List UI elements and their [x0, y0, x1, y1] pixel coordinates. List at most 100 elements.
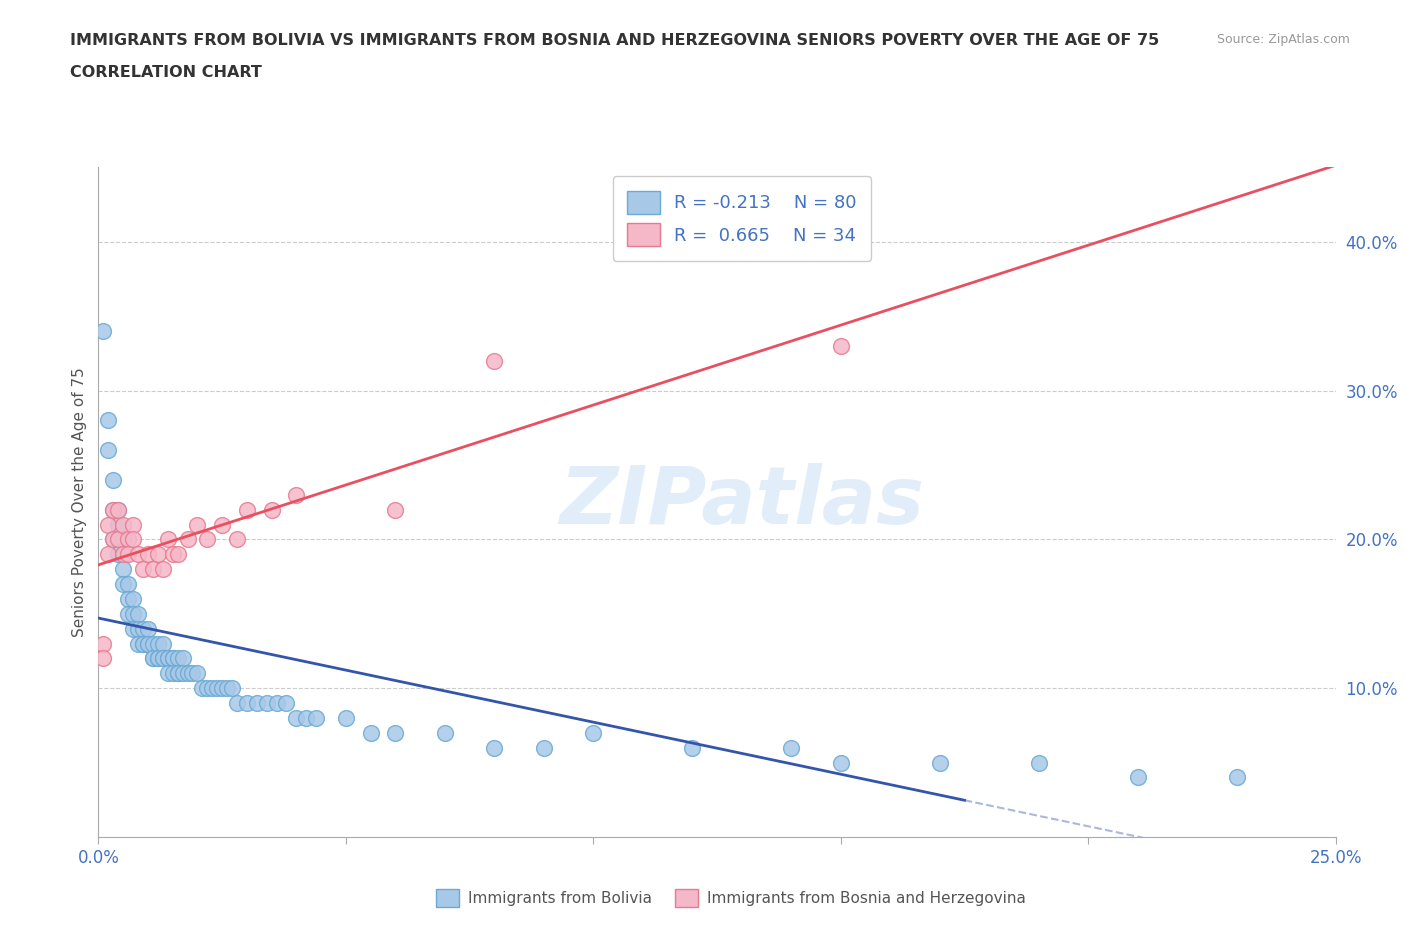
- Point: [107, 502, 129, 517]
- Point: [236, 502, 259, 517]
- Point: [176, 532, 198, 547]
- Point: [533, 740, 555, 755]
- Point: [112, 532, 135, 547]
- Point: [122, 517, 145, 532]
- Point: [285, 711, 308, 725]
- Point: [246, 696, 269, 711]
- Point: [122, 532, 145, 547]
- Point: [162, 547, 184, 562]
- Point: [117, 577, 139, 591]
- Point: [217, 681, 239, 696]
- Point: [117, 606, 139, 621]
- Point: [146, 651, 169, 666]
- Point: [582, 725, 605, 740]
- Point: [112, 517, 135, 532]
- Point: [484, 740, 506, 755]
- Point: [211, 517, 233, 532]
- Point: [181, 666, 204, 681]
- Point: [211, 681, 233, 696]
- Text: ZIPatlas: ZIPatlas: [560, 463, 924, 541]
- Point: [132, 636, 155, 651]
- Point: [127, 547, 149, 562]
- Point: [681, 740, 703, 755]
- Point: [166, 666, 188, 681]
- Point: [166, 547, 188, 562]
- Point: [780, 740, 803, 755]
- Point: [136, 636, 159, 651]
- Point: [195, 681, 218, 696]
- Point: [136, 621, 159, 636]
- Point: [93, 636, 115, 651]
- Point: [156, 666, 179, 681]
- Point: [122, 621, 145, 636]
- Point: [830, 755, 852, 770]
- Point: [156, 651, 179, 666]
- Point: [156, 532, 179, 547]
- Point: [132, 562, 155, 577]
- Point: [162, 651, 184, 666]
- Point: [127, 636, 149, 651]
- Point: [103, 502, 125, 517]
- Point: [103, 472, 125, 487]
- Point: [295, 711, 318, 725]
- Point: [97, 517, 120, 532]
- Point: [107, 547, 129, 562]
- Point: [103, 532, 125, 547]
- Point: [166, 666, 188, 681]
- Point: [112, 562, 135, 577]
- Point: [285, 487, 308, 502]
- Point: [195, 532, 218, 547]
- Point: [256, 696, 278, 711]
- Point: [221, 681, 243, 696]
- Point: [117, 547, 139, 562]
- Point: [830, 339, 852, 353]
- Legend: Immigrants from Bolivia, Immigrants from Bosnia and Herzegovina: Immigrants from Bolivia, Immigrants from…: [430, 884, 1032, 913]
- Point: [162, 666, 184, 681]
- Point: [928, 755, 950, 770]
- Point: [156, 651, 179, 666]
- Point: [107, 517, 129, 532]
- Point: [97, 443, 120, 458]
- Point: [176, 666, 198, 681]
- Point: [484, 353, 506, 368]
- Point: [107, 502, 129, 517]
- Point: [136, 636, 159, 651]
- Point: [122, 606, 145, 621]
- Point: [226, 532, 249, 547]
- Point: [142, 636, 165, 651]
- Y-axis label: Seniors Poverty Over the Age of 75: Seniors Poverty Over the Age of 75: [72, 367, 87, 637]
- Point: [142, 651, 165, 666]
- Point: [162, 651, 184, 666]
- Point: [1126, 770, 1149, 785]
- Point: [122, 591, 145, 606]
- Point: [127, 606, 149, 621]
- Point: [266, 696, 288, 711]
- Point: [103, 532, 125, 547]
- Point: [117, 591, 139, 606]
- Text: Source: ZipAtlas.com: Source: ZipAtlas.com: [1216, 33, 1350, 46]
- Point: [146, 547, 169, 562]
- Point: [191, 681, 214, 696]
- Point: [132, 621, 155, 636]
- Point: [166, 651, 188, 666]
- Point: [186, 666, 208, 681]
- Point: [93, 324, 115, 339]
- Point: [112, 547, 135, 562]
- Text: CORRELATION CHART: CORRELATION CHART: [70, 65, 262, 80]
- Point: [205, 681, 228, 696]
- Point: [142, 651, 165, 666]
- Point: [142, 562, 165, 577]
- Point: [132, 636, 155, 651]
- Point: [152, 636, 174, 651]
- Point: [107, 532, 129, 547]
- Point: [384, 502, 406, 517]
- Point: [260, 502, 283, 517]
- Point: [152, 651, 174, 666]
- Point: [146, 651, 169, 666]
- Point: [112, 577, 135, 591]
- Point: [1028, 755, 1050, 770]
- Point: [305, 711, 328, 725]
- Point: [97, 547, 120, 562]
- Text: IMMIGRANTS FROM BOLIVIA VS IMMIGRANTS FROM BOSNIA AND HERZEGOVINA SENIORS POVERT: IMMIGRANTS FROM BOLIVIA VS IMMIGRANTS FR…: [70, 33, 1160, 47]
- Point: [433, 725, 456, 740]
